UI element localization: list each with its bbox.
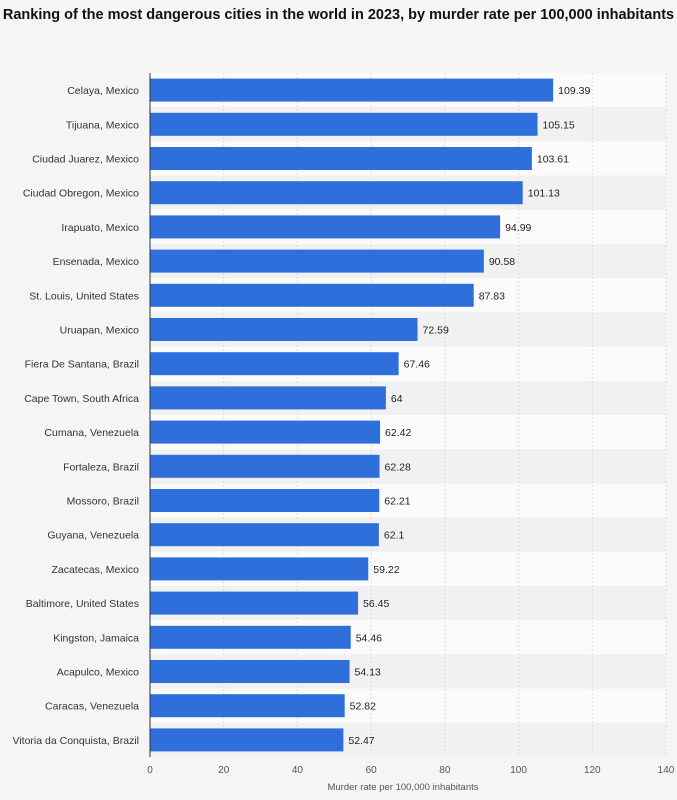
category-label: Ciudad Obregon, Mexico xyxy=(23,188,139,200)
value-label: 54.46 xyxy=(356,632,382,644)
value-label: 87.83 xyxy=(479,290,505,302)
category-label: Celaya, Mexico xyxy=(67,85,139,97)
category-label: Irapuato, Mexico xyxy=(61,222,139,234)
bar xyxy=(150,728,344,752)
bar xyxy=(150,78,554,102)
x-tick-label: 20 xyxy=(218,765,230,776)
value-labels: 109.39 105.15 103.61 101.13 94.99 90.58 87.83 7… xyxy=(348,85,590,747)
category-label: Fortaleza, Brazil xyxy=(63,461,139,473)
bar xyxy=(150,694,345,718)
category-label: Fiera De Santana, Brazil xyxy=(25,359,139,371)
bar xyxy=(150,420,381,444)
value-label: 62.21 xyxy=(384,496,410,508)
category-label: Zacatecas, Mexico xyxy=(51,564,139,576)
x-tick-label: 80 xyxy=(439,765,451,776)
bars xyxy=(150,78,554,752)
value-label: 52.47 xyxy=(348,735,374,747)
bar xyxy=(150,215,501,239)
value-label: 52.82 xyxy=(350,701,376,713)
value-label: 103.61 xyxy=(537,154,569,166)
value-label: 72.59 xyxy=(423,325,449,337)
x-tick-label: 40 xyxy=(292,765,304,776)
value-label: 59.22 xyxy=(373,564,399,576)
bar xyxy=(150,147,532,170)
value-label: 62.28 xyxy=(385,461,411,473)
value-label: 105.15 xyxy=(543,119,575,131)
value-label: 94.99 xyxy=(505,222,531,234)
row-bands xyxy=(150,73,666,757)
category-label: Tijuana, Mexico xyxy=(66,119,139,131)
chart-title: Ranking of the most dangerous cities in … xyxy=(2,7,675,23)
value-label: 62.42 xyxy=(385,427,411,439)
bar xyxy=(150,249,484,273)
category-label: Uruapan, Mexico xyxy=(60,325,140,337)
value-label: 54.13 xyxy=(355,667,381,679)
bar xyxy=(150,181,523,205)
x-tick-labels: 0 20 40 60 80 100 120 140 xyxy=(147,765,675,776)
value-label: 64 xyxy=(391,393,403,405)
bar xyxy=(150,454,380,478)
category-label: Ensenada, Mexico xyxy=(53,256,140,268)
category-labels: Celaya, Mexico Tijuana, Mexico Ciudad Juar… xyxy=(13,85,140,747)
value-label: 67.46 xyxy=(404,359,430,371)
category-label: Kingston, Jamaica xyxy=(53,632,139,644)
value-label: 109.39 xyxy=(558,85,590,97)
category-label: Guyana, Venezuela xyxy=(47,530,139,542)
category-label: Mossoro, Brazil xyxy=(67,496,139,508)
value-label: 101.13 xyxy=(528,188,560,200)
category-label: Caracas, Venezuela xyxy=(45,701,139,713)
x-tick-label: 140 xyxy=(658,765,675,776)
value-label: 90.58 xyxy=(489,256,515,268)
bar xyxy=(150,112,538,136)
bar xyxy=(150,523,379,547)
bar xyxy=(150,625,351,649)
bar xyxy=(150,591,359,615)
category-label: Cape Town, South Africa xyxy=(24,393,139,405)
bar xyxy=(150,352,399,376)
x-axis-title: Murder rate per 100,000 inhabitants xyxy=(327,782,478,793)
x-tick-label: 60 xyxy=(366,765,378,776)
category-label: Ciudad Juarez, Mexico xyxy=(32,154,139,166)
bar xyxy=(150,489,380,512)
value-label: 62.1 xyxy=(384,530,405,542)
bar xyxy=(150,660,350,683)
x-tick-label: 0 xyxy=(147,765,153,776)
x-tick-label: 100 xyxy=(510,765,527,776)
bar xyxy=(150,283,474,307)
x-tick-label: 120 xyxy=(584,765,601,776)
category-label: Baltimore, United States xyxy=(26,598,139,610)
bar xyxy=(150,386,386,410)
bar xyxy=(150,557,369,581)
category-label: Acapulco, Mexico xyxy=(57,667,139,679)
bar xyxy=(150,318,418,341)
value-label: 56.45 xyxy=(363,598,389,610)
category-label: Cumana, Venezuela xyxy=(44,427,139,439)
category-label: Vitoria da Conquista, Brazil xyxy=(13,735,139,747)
category-label: St. Louis, United States xyxy=(29,290,139,302)
